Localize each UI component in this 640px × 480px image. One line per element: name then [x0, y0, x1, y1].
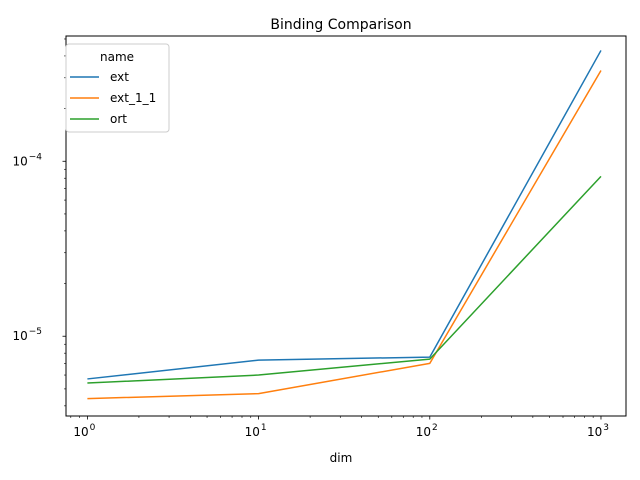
legend-label: ext	[110, 70, 129, 84]
legend-label: ort	[110, 112, 127, 126]
plot-frame	[65, 35, 627, 417]
series-line-ext	[87, 50, 602, 380]
legend-title: name	[100, 50, 134, 64]
chart-title: Binding Comparison	[270, 17, 411, 33]
series-layer	[87, 50, 602, 400]
series-line-ort	[87, 175, 602, 384]
x-axis-label: dim	[330, 451, 353, 465]
series-line-ext-1-1	[87, 70, 602, 400]
plot-area	[65, 35, 627, 417]
legend-frame	[65, 43, 170, 133]
legend-label: ext_1_1	[110, 91, 156, 105]
